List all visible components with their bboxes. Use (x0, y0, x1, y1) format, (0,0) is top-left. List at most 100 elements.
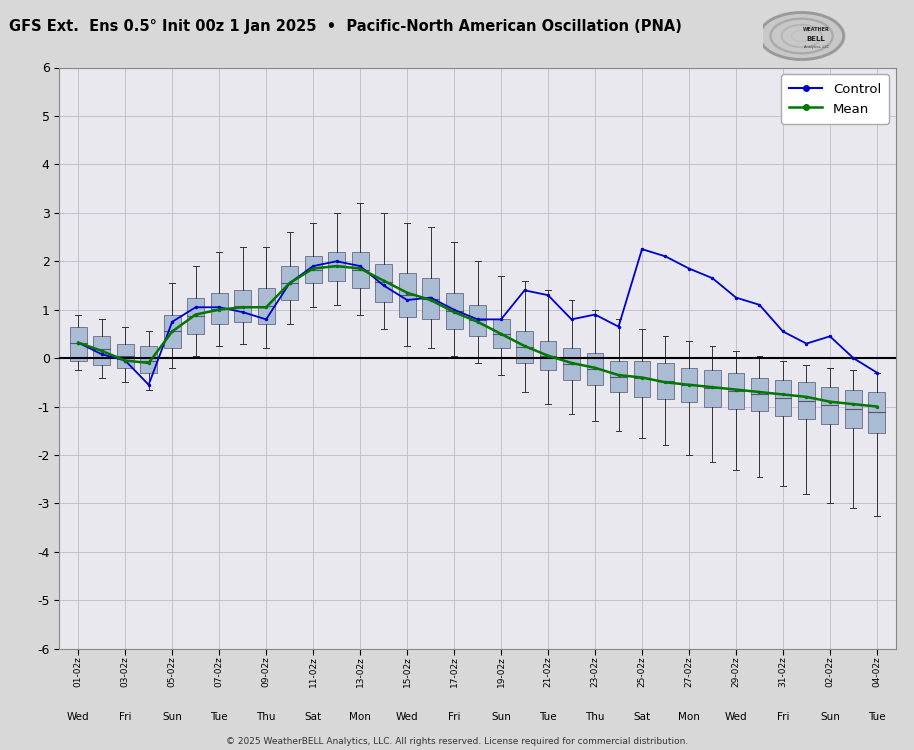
Bar (211, 292, 228, 324)
Mean (166, 327, 177, 336)
Text: Fri: Fri (448, 712, 461, 722)
Mean (590, 363, 600, 372)
Text: BELL: BELL (807, 35, 825, 41)
Control (543, 291, 554, 300)
Control (166, 317, 177, 326)
Bar (469, 304, 486, 336)
Text: Mon: Mon (349, 712, 371, 722)
Mean (308, 264, 319, 273)
Mean (519, 341, 530, 350)
Bar (117, 344, 133, 368)
Bar (657, 363, 674, 399)
Mean (260, 303, 271, 312)
Mean (73, 338, 84, 347)
Bar (164, 314, 181, 349)
Text: Sun: Sun (820, 712, 840, 722)
Text: 04-02z: 04-02z (873, 656, 881, 687)
Text: Tue: Tue (868, 712, 886, 722)
Control (284, 278, 295, 287)
Text: 25-02z: 25-02z (637, 656, 646, 687)
Bar (258, 288, 274, 324)
Control (801, 339, 812, 348)
Mean (96, 346, 107, 355)
Text: Sat: Sat (304, 712, 322, 722)
Bar (140, 346, 157, 373)
Control (449, 305, 460, 314)
Control (566, 315, 577, 324)
Control (237, 308, 248, 316)
Bar (399, 273, 416, 317)
Mean (401, 288, 412, 297)
Text: 31-02z: 31-02z (779, 656, 788, 687)
Text: 29-02z: 29-02z (731, 656, 740, 687)
Circle shape (758, 11, 845, 61)
Bar (304, 256, 322, 283)
Text: Tue: Tue (210, 712, 228, 722)
Text: 03-02z: 03-02z (121, 656, 130, 687)
Bar (328, 251, 345, 280)
Bar (493, 320, 509, 349)
Bar (563, 349, 580, 380)
Bar (234, 290, 251, 322)
Text: 01-02z: 01-02z (74, 656, 82, 687)
Control (871, 368, 882, 377)
Control (331, 256, 342, 265)
Bar (681, 368, 697, 402)
Text: Thu: Thu (585, 712, 605, 722)
Mean (495, 329, 506, 338)
Mean (730, 385, 741, 394)
Mean (684, 380, 695, 389)
Bar (93, 336, 111, 365)
Text: 17-02z: 17-02z (450, 656, 459, 687)
Bar (69, 327, 87, 361)
Control (778, 327, 789, 336)
Bar (868, 392, 886, 433)
Control (308, 262, 319, 271)
Control (73, 338, 84, 347)
Bar (282, 266, 298, 300)
Bar (633, 361, 651, 397)
Mean (871, 402, 882, 411)
Text: 09-02z: 09-02z (261, 656, 271, 687)
Control (355, 262, 366, 271)
Control (378, 281, 389, 290)
Bar (352, 251, 368, 288)
Control (519, 286, 530, 295)
Control (754, 300, 765, 309)
Mean (143, 358, 154, 368)
Line: Mean: Mean (77, 264, 878, 408)
Text: Wed: Wed (396, 712, 419, 722)
Bar (798, 382, 815, 418)
Bar (751, 377, 768, 412)
Control (636, 244, 647, 254)
Control (473, 315, 484, 324)
Control (613, 322, 624, 332)
Control (143, 380, 154, 389)
Bar (822, 387, 838, 424)
Mean (473, 317, 484, 326)
Legend: Control, Mean: Control, Mean (781, 74, 889, 124)
Bar (375, 264, 392, 302)
Text: 27-02z: 27-02z (685, 656, 694, 687)
Control (260, 315, 271, 324)
Mean (566, 358, 577, 368)
Mean (378, 276, 389, 285)
Text: 23-02z: 23-02z (590, 656, 600, 687)
Text: Fri: Fri (777, 712, 789, 722)
Mean (120, 356, 131, 365)
Mean (636, 373, 647, 382)
Mean (801, 392, 812, 401)
Bar (539, 341, 557, 370)
Mean (190, 310, 201, 319)
Control (190, 303, 201, 312)
Text: Wed: Wed (67, 712, 90, 722)
Bar (422, 278, 439, 320)
Text: WEATHER: WEATHER (802, 28, 830, 32)
Text: Analytics, LLC: Analytics, LLC (803, 45, 829, 50)
Bar (516, 332, 533, 363)
Mean (660, 378, 671, 387)
Mean (331, 262, 342, 271)
Control (660, 252, 671, 261)
Mean (613, 370, 624, 380)
Mean (543, 351, 554, 360)
